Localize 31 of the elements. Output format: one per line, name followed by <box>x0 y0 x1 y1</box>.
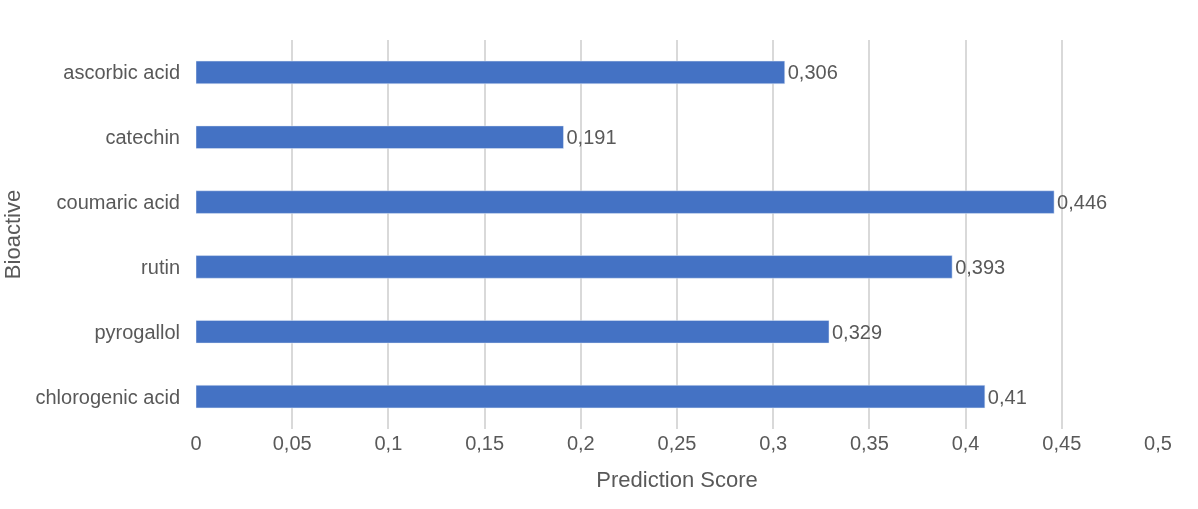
x-axis-title: Prediction Score <box>596 466 758 492</box>
bar <box>196 320 830 344</box>
bar <box>196 125 564 149</box>
data-label: 0,329 <box>832 320 883 343</box>
bar <box>196 384 986 409</box>
y-tick-label: coumaric acid <box>56 191 180 214</box>
y-tick-label: ascorbic acid <box>63 61 180 84</box>
data-label: 0,191 <box>566 126 617 149</box>
y-tick-label: catechin <box>105 126 180 149</box>
data-label: 0,306 <box>787 61 838 84</box>
x-tick-label: 0,35 <box>849 432 889 454</box>
x-tick-label: 0,5 <box>1144 432 1172 454</box>
x-tick-label: 0,45 <box>1042 432 1082 454</box>
data-label: 0,393 <box>955 255 1006 278</box>
y-tick-label: pyrogallol <box>94 320 180 343</box>
x-tick-label: 0,05 <box>272 432 312 454</box>
bar <box>196 190 1055 214</box>
y-tick-label: rutin <box>141 255 180 278</box>
x-tick-label: 0,15 <box>465 432 505 454</box>
bar <box>196 255 953 279</box>
y-tick-label: chlorogenic acid <box>35 385 180 408</box>
data-label: 0,446 <box>1057 191 1108 214</box>
x-tick-label: 0,3 <box>759 432 788 454</box>
data-label: 0,41 <box>987 385 1027 408</box>
x-tick-label: 0,4 <box>951 432 980 454</box>
x-tick-label: 0,1 <box>374 432 403 454</box>
x-tick-label: 0,25 <box>657 432 697 454</box>
y-axis-title: Bioactive <box>0 189 26 280</box>
x-tick-label: 0,2 <box>566 432 595 454</box>
bar <box>196 60 785 85</box>
x-tick-label: 0 <box>190 432 202 454</box>
